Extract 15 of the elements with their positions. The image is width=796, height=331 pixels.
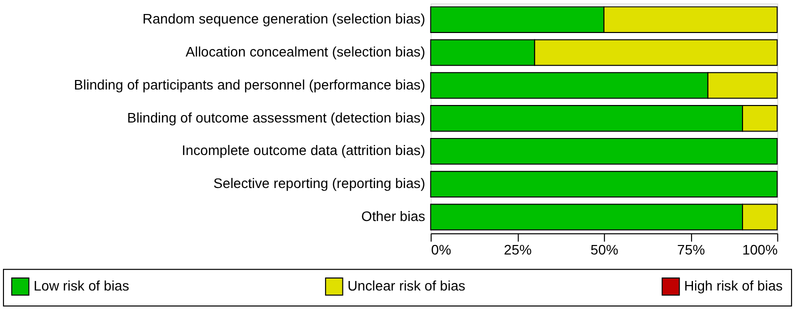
legend-label: High risk of bias [684,278,783,294]
y-tick-label: Random sequence generation (selection bias) [142,10,426,27]
y-tick-label: Incomplete outcome data (attrition bias) [182,142,426,158]
legend-label: Unclear risk of bias [348,278,466,294]
y-tick-label: Blinding of outcome assessment (detection bias) [127,109,426,126]
y-tick-label: Other bias [361,208,426,224]
y-tick-label: Selective reporting (reporting bias) [213,175,426,192]
x-tick-label: 75% [677,242,705,258]
y-tick-label: Allocation concealment (selection bias) [186,44,426,60]
x-tick-label: 50% [590,242,618,258]
x-tick-label: 25% [504,242,532,258]
x-tick-label: 100% [742,242,778,258]
y-tick-label: Blinding of participants and personnel (performance bias) [74,76,426,92]
legend-label: Low risk of bias [34,278,130,294]
x-tick-label: 0% [431,242,452,258]
